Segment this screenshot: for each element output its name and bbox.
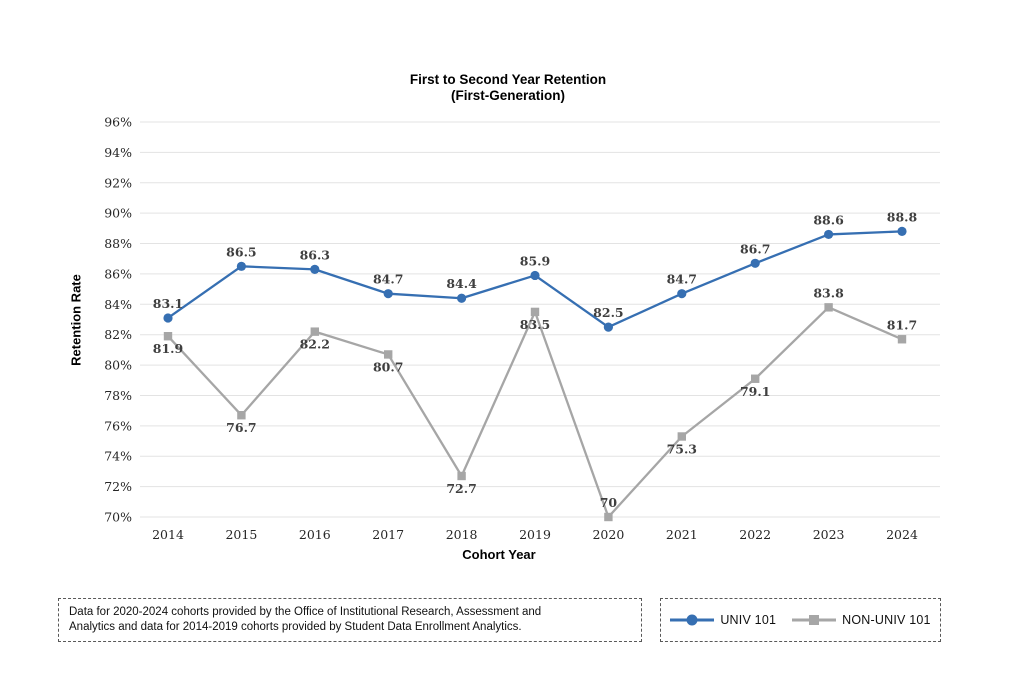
x-tick-label: 2021	[666, 527, 698, 542]
data-point-univ-101	[163, 313, 173, 323]
data-label-non-univ-101: 79.1	[740, 384, 770, 399]
y-tick-label: 78%	[104, 388, 132, 403]
data-label-non-univ-101: 83.8	[813, 285, 844, 300]
y-tick-label: 96%	[104, 115, 132, 130]
y-tick-label: 70%	[104, 510, 132, 525]
y-tick-label: 72%	[104, 479, 132, 494]
x-axis-title: Cohort Year	[462, 547, 536, 562]
data-point-univ-101	[383, 289, 393, 299]
data-label-non-univ-101: 70	[600, 495, 618, 510]
data-label-univ-101: 84.7	[373, 272, 403, 287]
data-point-non-univ-101	[310, 327, 319, 336]
data-label-univ-101: 84.4	[446, 276, 477, 291]
data-label-non-univ-101: 72.7	[446, 481, 476, 496]
legend-item-univ-101: UNIV 101	[670, 613, 776, 627]
data-label-univ-101: 86.5	[226, 244, 256, 259]
x-tick-label: 2018	[446, 527, 478, 542]
y-tick-label: 82%	[104, 327, 132, 342]
data-point-univ-101	[530, 270, 540, 281]
data-point-univ-101	[750, 258, 760, 268]
footnote-text: Data for 2020-2024 cohorts provided by t…	[69, 605, 542, 634]
data-label-univ-101: 86.3	[300, 247, 330, 262]
chart-title: First to Second Year Retention (First-Ge…	[258, 72, 758, 104]
data-point-univ-101	[457, 293, 467, 303]
legend-item-non-univ-101: NON-UNIV 101	[792, 613, 931, 627]
y-tick-label: 94%	[104, 145, 132, 160]
y-tick-label: 86%	[104, 266, 132, 281]
data-point-non-univ-101	[384, 350, 393, 359]
data-label-non-univ-101: 82.2	[300, 337, 330, 352]
y-axis-title: Retention Rate	[68, 274, 84, 366]
y-tick-label: 74%	[104, 449, 132, 464]
data-point-non-univ-101	[897, 335, 907, 344]
x-tick-label: 2019	[519, 527, 551, 542]
data-point-non-univ-101	[530, 307, 540, 317]
data-label-univ-101: 82.5	[593, 305, 623, 320]
y-tick-label: 92%	[104, 175, 132, 190]
data-label-non-univ-101: 81.9	[153, 341, 183, 356]
legend-line-circle-marker-icon	[670, 613, 715, 627]
y-tick-label: 76%	[104, 418, 132, 433]
x-tick-label: 2023	[813, 527, 845, 542]
x-tick-label: 2016	[299, 527, 331, 542]
data-label-non-univ-101: 81.7	[887, 317, 917, 332]
data-point-non-univ-101	[751, 374, 760, 383]
data-label-univ-101: 86.7	[740, 241, 770, 256]
legend-box: UNIV 101 NON-UNIV 101	[660, 598, 941, 642]
data-label-univ-101: 88.8	[887, 209, 918, 224]
data-point-non-univ-101	[237, 411, 246, 420]
data-label-non-univ-101: 75.3	[667, 441, 697, 456]
legend-line-square-marker-icon	[792, 613, 837, 627]
data-point-univ-101	[897, 226, 907, 236]
data-label-non-univ-101: 83.5	[520, 317, 550, 332]
data-point-non-univ-101	[163, 332, 173, 341]
data-point-non-univ-101	[457, 471, 466, 481]
x-tick-label: 2022	[739, 527, 771, 542]
data-label-univ-101: 84.7	[667, 272, 697, 287]
data-point-univ-101	[236, 261, 246, 271]
data-point-univ-101	[603, 322, 614, 332]
y-tick-label: 84%	[104, 297, 132, 312]
data-point-univ-101	[677, 289, 687, 299]
x-tick-label: 2017	[372, 527, 404, 542]
x-tick-label: 2014	[152, 527, 184, 542]
data-point-univ-101	[310, 264, 320, 274]
legend-label: UNIV 101	[720, 613, 777, 627]
legend-label: NON-UNIV 101	[842, 613, 931, 627]
chart-title-line1: First to Second Year Retention	[409, 72, 607, 87]
y-tick-label: 88%	[104, 236, 132, 251]
x-tick-label: 2024	[886, 527, 918, 542]
data-point-non-univ-101	[824, 303, 833, 312]
data-label-univ-101: 85.9	[520, 253, 550, 268]
data-point-non-univ-101	[677, 432, 686, 441]
data-point-non-univ-101	[604, 512, 613, 522]
chart-title-line2: (First-Generation)	[450, 88, 565, 103]
data-label-univ-101: 83.1	[153, 296, 183, 311]
y-tick-label: 90%	[104, 206, 132, 221]
data-label-non-univ-101: 76.7	[226, 420, 256, 435]
x-tick-label: 2020	[592, 527, 624, 542]
series-line-non-univ-101	[167, 306, 903, 519]
x-tick-label: 2015	[225, 527, 257, 542]
data-label-univ-101: 88.6	[813, 212, 844, 227]
data-label-non-univ-101: 80.7	[373, 359, 403, 374]
data-point-univ-101	[824, 229, 834, 240]
y-tick-label: 80%	[104, 358, 132, 373]
footnote-box: Data for 2020-2024 cohorts provided by t…	[58, 598, 642, 642]
